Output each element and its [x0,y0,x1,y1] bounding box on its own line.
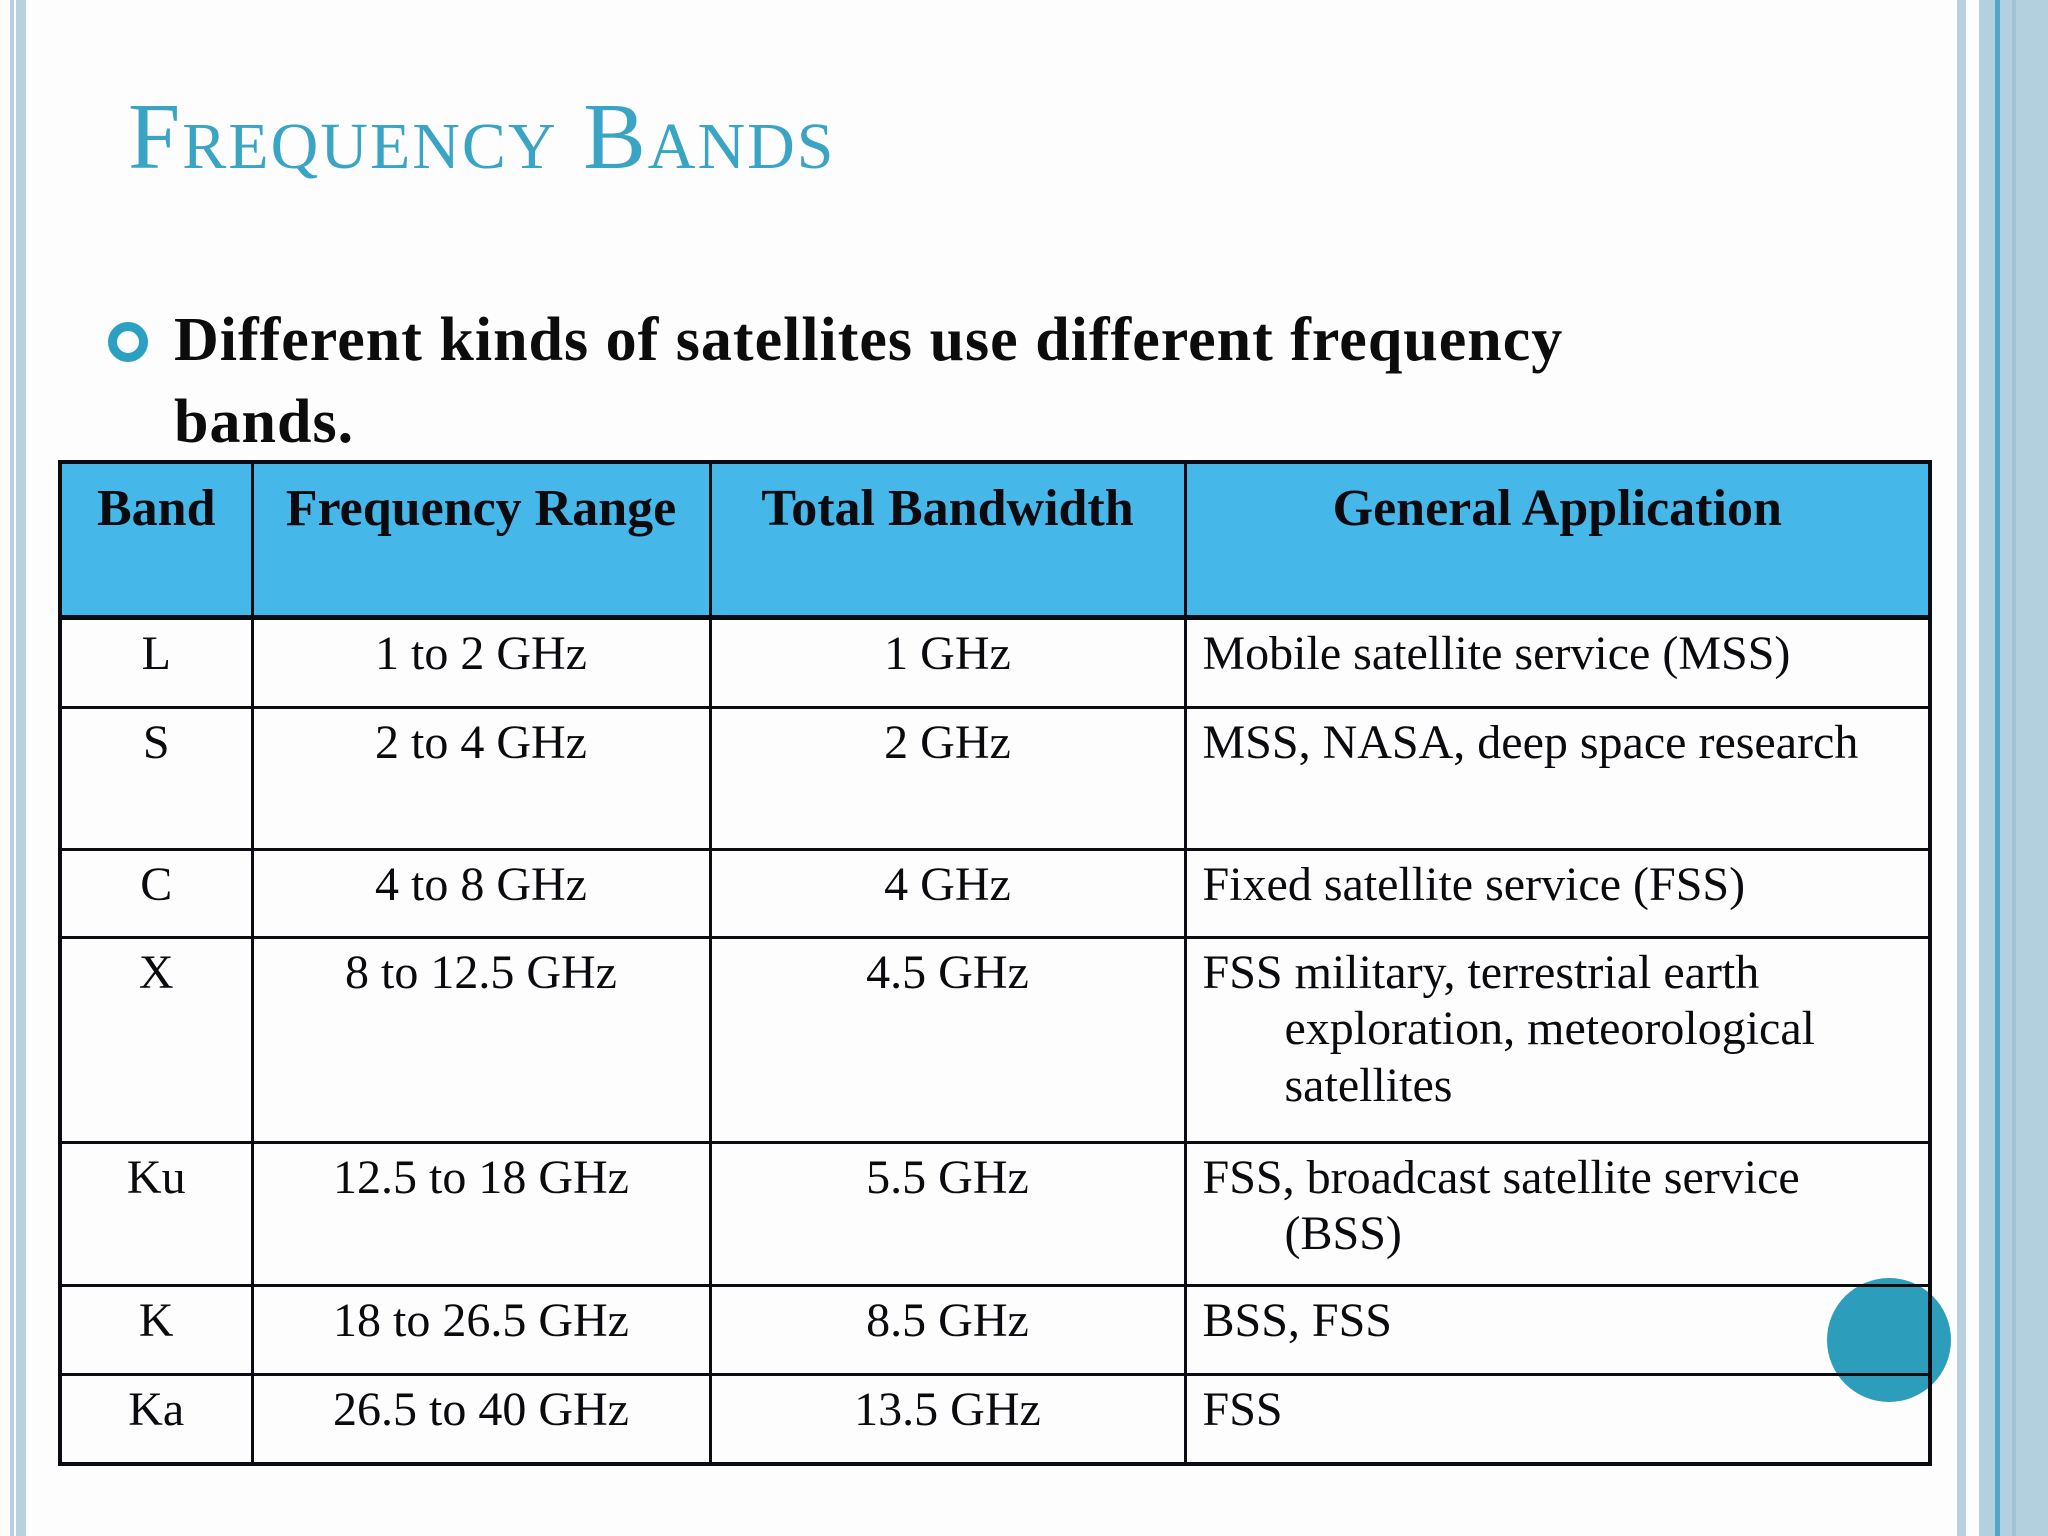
bullet-item: Different kinds of satellites use differ… [108,300,1668,464]
table-row: Ku 12.5 to 18 GHz 5.5 GHz FSS, broadcast… [58,1140,1932,1287]
right-edge-thin-stripe [1957,0,1966,1536]
circle-bullet-icon [108,322,148,362]
header-band: Band [58,460,254,620]
cell-range: 26.5 to 40 GHz [250,1372,712,1466]
table-header-row: Band Frequency Range Total Bandwidth Gen… [58,460,1932,620]
cell-application: MSS, NASA, deep space research [1183,705,1932,851]
cell-bandwidth: 4 GHz [708,847,1187,939]
cell-bandwidth: 13.5 GHz [708,1372,1187,1466]
frequency-bands-table: Band Frequency Range Total Bandwidth Gen… [58,460,1932,1466]
header-application: General Application [1183,460,1932,620]
header-bandwidth: Total Bandwidth [708,460,1187,620]
cell-range: 1 to 2 GHz [250,615,712,709]
table-row: S 2 to 4 GHz 2 GHz MSS, NASA, deep space… [58,705,1932,851]
header-range: Frequency Range [250,460,712,620]
cell-application: Mobile satellite service (MSS) [1183,615,1932,709]
cell-band: X [58,935,254,1144]
cell-application: BSS, FSS [1183,1283,1932,1376]
cell-range: 4 to 8 GHz [250,847,712,939]
table-row: X 8 to 12.5 GHz 4.5 GHz FSS military, te… [58,935,1932,1144]
table-row: C 4 to 8 GHz 4 GHz Fixed satellite servi… [58,847,1932,939]
cell-range: 8 to 12.5 GHz [250,935,712,1144]
table-row: K 18 to 26.5 GHz 8.5 GHz BSS, FSS [58,1283,1932,1376]
cell-band: C [58,847,254,939]
cell-band: K [58,1283,254,1376]
cell-application: FSS [1183,1372,1932,1466]
cell-application: FSS military, terrestrial earth explorat… [1183,935,1932,1144]
cell-application: FSS, broadcast satellite service (BSS) [1183,1140,1932,1287]
cell-range: 2 to 4 GHz [250,705,712,851]
cell-bandwidth: 2 GHz [708,705,1187,851]
cell-band: L [58,615,254,709]
cell-range: 18 to 26.5 GHz [250,1283,712,1376]
cell-application: Fixed satellite service (FSS) [1183,847,1932,939]
cell-bandwidth: 4.5 GHz [708,935,1187,1144]
cell-range: 12.5 to 18 GHz [250,1140,712,1287]
table-row: L 1 to 2 GHz 1 GHz Mobile satellite serv… [58,615,1932,709]
cell-bandwidth: 1 GHz [708,615,1187,709]
left-edge-thick-stripe [16,0,26,1536]
cell-bandwidth: 8.5 GHz [708,1283,1187,1376]
slide-title: Frequency Bands [128,85,836,189]
right-edge-medium-line [2012,0,2016,1536]
cell-band: S [58,705,254,851]
table-row: Ka 26.5 to 40 GHz 13.5 GHz FSS [58,1372,1932,1466]
bullet-text: Different kinds of satellites use differ… [174,306,1564,456]
cell-bandwidth: 5.5 GHz [708,1140,1187,1287]
right-edge-dark-line [1995,0,2000,1536]
cell-band: Ka [58,1372,254,1466]
left-edge-thin-stripe [10,0,14,1536]
cell-band: Ku [58,1140,254,1287]
